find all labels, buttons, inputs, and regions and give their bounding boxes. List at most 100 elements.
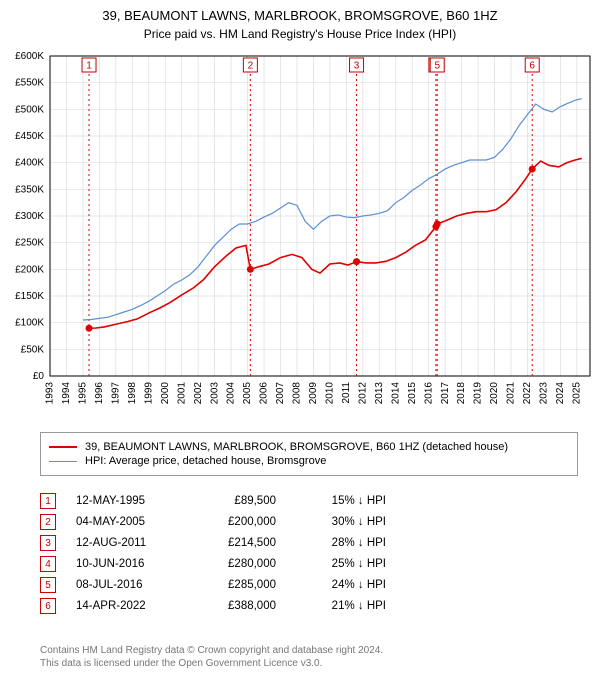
sale-diff: 30% ↓ HPI [296, 516, 386, 528]
x-tick-label: 1993 [45, 382, 56, 405]
marker-number: 6 [529, 61, 535, 72]
x-tick-label: 2024 [555, 382, 566, 405]
sale-price: £89,500 [196, 495, 276, 507]
sale-number: 4 [40, 556, 56, 572]
sale-number: 6 [40, 598, 56, 614]
footer: Contains HM Land Registry data © Crown c… [40, 644, 383, 670]
x-tick-label: 2011 [341, 382, 352, 404]
footer-line: This data is licensed under the Open Gov… [40, 657, 383, 670]
y-tick-label: £300K [15, 211, 44, 222]
x-tick-label: 2000 [160, 382, 171, 405]
page-subtitle: Price paid vs. HM Land Registry's House … [0, 25, 600, 41]
x-tick-label: 2020 [489, 382, 500, 405]
y-tick-label: £200K [15, 264, 44, 275]
y-tick-label: £150K [15, 291, 44, 302]
legend: 39, BEAUMONT LAWNS, MARLBROOK, BROMSGROV… [40, 432, 578, 476]
x-tick-label: 1996 [94, 382, 105, 405]
x-tick-label: 2017 [440, 382, 451, 405]
sale-diff: 24% ↓ HPI [296, 579, 386, 591]
y-tick-label: £450K [15, 131, 44, 142]
x-tick-label: 2015 [407, 382, 418, 405]
marker-number: 2 [248, 61, 254, 72]
sales-table: 1 12-MAY-1995 £89,500 15% ↓ HPI 2 04-MAY-2005… [40, 488, 386, 619]
marker-dot [529, 166, 536, 173]
x-tick-label: 2013 [374, 382, 385, 405]
price-chart: £0£50K£100K£150K£200K£250K£300K£350K£400… [0, 46, 600, 426]
x-tick-label: 2002 [193, 382, 204, 405]
x-tick-label: 2001 [176, 382, 187, 405]
sale-diff: 25% ↓ HPI [296, 558, 386, 570]
x-tick-label: 2005 [242, 382, 253, 405]
y-tick-label: £50K [21, 344, 45, 355]
sale-price: £214,500 [196, 537, 276, 549]
marker-dot [353, 258, 360, 265]
sale-price: £280,000 [196, 558, 276, 570]
sale-date: 04-MAY-2005 [76, 516, 176, 528]
y-tick-label: £250K [15, 238, 44, 249]
x-tick-label: 1999 [143, 382, 154, 405]
sale-price: £388,000 [196, 600, 276, 612]
table-row: 2 04-MAY-2005 £200,000 30% ↓ HPI [40, 514, 386, 530]
marker-number: 3 [354, 61, 360, 72]
legend-row: HPI: Average price, detached house, Brom… [49, 455, 569, 467]
sale-date: 08-JUL-2016 [76, 579, 176, 591]
legend-label: HPI: Average price, detached house, Brom… [85, 455, 326, 467]
x-tick-label: 1994 [61, 382, 72, 405]
x-tick-label: 2009 [308, 382, 319, 405]
x-tick-label: 2021 [506, 382, 517, 405]
x-tick-label: 2007 [275, 382, 286, 405]
sale-date: 12-AUG-2011 [76, 537, 176, 549]
marker-dot [86, 325, 93, 332]
sale-date: 10-JUN-2016 [76, 558, 176, 570]
x-tick-label: 2006 [259, 382, 270, 405]
y-tick-label: £500K [15, 104, 44, 115]
legend-label: 39, BEAUMONT LAWNS, MARLBROOK, BROMSGROV… [85, 441, 508, 453]
x-tick-label: 1995 [78, 382, 89, 405]
y-tick-label: £550K [15, 78, 44, 89]
x-tick-label: 2014 [390, 382, 401, 405]
marker-dot [434, 221, 441, 228]
marker-dot [247, 266, 254, 273]
table-row: 1 12-MAY-1995 £89,500 15% ↓ HPI [40, 493, 386, 509]
sale-date: 14-APR-2022 [76, 600, 176, 612]
marker-number: 5 [434, 61, 440, 72]
x-tick-label: 2003 [209, 382, 220, 405]
table-row: 4 10-JUN-2016 £280,000 25% ↓ HPI [40, 556, 386, 572]
page: 39, BEAUMONT LAWNS, MARLBROOK, BROMSGROV… [0, 0, 600, 680]
table-row: 5 08-JUL-2016 £285,000 24% ↓ HPI [40, 577, 386, 593]
sale-diff: 15% ↓ HPI [296, 495, 386, 507]
sale-number: 2 [40, 514, 56, 530]
sale-price: £285,000 [196, 579, 276, 591]
x-tick-label: 2012 [357, 382, 368, 405]
marker-number: 1 [86, 61, 92, 72]
x-tick-label: 2022 [522, 382, 533, 405]
y-tick-label: £400K [15, 158, 44, 169]
sale-number: 5 [40, 577, 56, 593]
footer-line: Contains HM Land Registry data © Crown c… [40, 644, 383, 657]
legend-swatch [49, 446, 77, 448]
x-tick-label: 2025 [571, 382, 582, 405]
x-tick-label: 2023 [539, 382, 550, 405]
y-tick-label: £0 [33, 371, 45, 382]
legend-swatch [49, 461, 77, 462]
y-tick-label: £600K [15, 51, 44, 62]
sale-date: 12-MAY-1995 [76, 495, 176, 507]
x-tick-label: 2010 [325, 382, 336, 405]
x-tick-label: 1998 [127, 382, 138, 405]
x-tick-label: 2016 [423, 382, 434, 405]
x-tick-label: 1997 [110, 382, 121, 405]
sale-number: 3 [40, 535, 56, 551]
sale-number: 1 [40, 493, 56, 509]
x-tick-label: 2018 [456, 382, 467, 405]
x-tick-label: 2019 [473, 382, 484, 405]
page-title: 39, BEAUMONT LAWNS, MARLBROOK, BROMSGROV… [0, 0, 600, 25]
y-tick-label: £350K [15, 184, 44, 195]
x-tick-label: 2004 [226, 382, 237, 405]
table-row: 3 12-AUG-2011 £214,500 28% ↓ HPI [40, 535, 386, 551]
sale-diff: 28% ↓ HPI [296, 537, 386, 549]
sale-price: £200,000 [196, 516, 276, 528]
table-row: 6 14-APR-2022 £388,000 21% ↓ HPI [40, 598, 386, 614]
sale-diff: 21% ↓ HPI [296, 600, 386, 612]
legend-row: 39, BEAUMONT LAWNS, MARLBROOK, BROMSGROV… [49, 441, 569, 453]
x-tick-label: 2008 [292, 382, 303, 405]
